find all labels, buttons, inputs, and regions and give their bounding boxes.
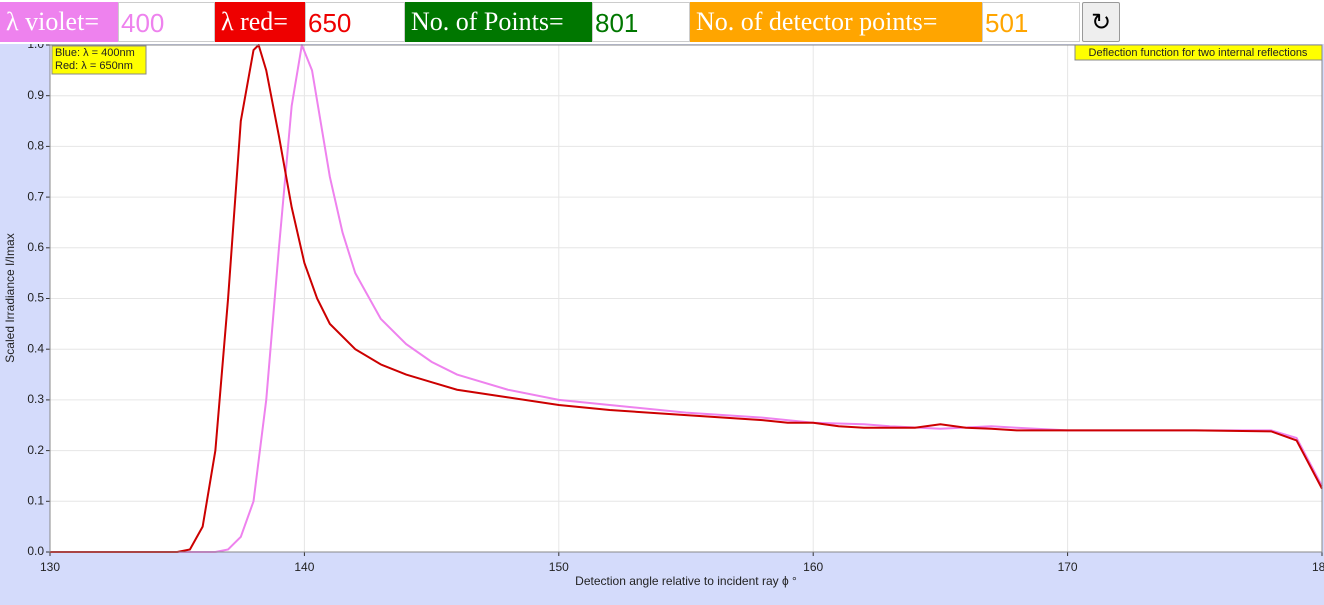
y-tick-label: 0.0 — [27, 544, 44, 558]
plot-border — [49, 44, 1323, 553]
red-label: λ red= — [215, 2, 305, 42]
points-label: No. of Points= — [405, 2, 592, 42]
y-tick-label: 1.0 — [27, 44, 44, 51]
y-axis-label: Scaled Irradiance I/Imax — [3, 233, 17, 362]
y-tick-label: 0.8 — [27, 139, 44, 153]
annotation: Deflection function for two internal ref… — [1074, 44, 1323, 61]
x-axis-label: Detection angle relative to incident ray… — [575, 574, 797, 588]
x-tick-label: 150 — [549, 560, 569, 574]
series-line — [50, 44, 1323, 553]
y-tick-label: 0.2 — [27, 443, 44, 457]
y-tick-label: 0.7 — [27, 189, 44, 203]
red-input[interactable]: 650 — [305, 2, 405, 42]
annotation-text: Deflection function for two internal ref… — [1089, 47, 1308, 59]
reset-button[interactable]: ↻ — [1082, 2, 1120, 42]
x-tick-label: 170 — [1058, 560, 1078, 574]
legend-entry: Red: λ = 650nm — [55, 60, 133, 72]
x-tick-label: 180 — [1312, 560, 1324, 574]
y-tick-label: 0.6 — [27, 240, 44, 254]
x-tick-label: 160 — [803, 560, 823, 574]
points-input[interactable]: 801 — [592, 2, 690, 42]
detector-label: No. of detector points= — [690, 2, 982, 42]
control-bar: λ violet= 400 λ red= 650 No. of Points= … — [0, 0, 1324, 44]
y-tick-label: 0.9 — [27, 88, 44, 102]
x-tick-label: 130 — [40, 560, 60, 574]
annotation-box — [1074, 44, 1323, 61]
detector-input[interactable]: 501 — [982, 2, 1080, 42]
y-tick-label: 0.5 — [27, 291, 44, 305]
legend-entry: Blue: λ = 400nm — [55, 47, 135, 59]
x-tick-label: 140 — [294, 560, 314, 574]
chart: Detection angle relative to incident ray… — [0, 44, 1324, 605]
legend-box — [51, 45, 147, 75]
violet-input[interactable]: 400 — [118, 2, 215, 42]
y-tick-label: 0.3 — [27, 392, 44, 406]
y-tick-label: 0.1 — [27, 493, 44, 507]
violet-label: λ violet= — [0, 2, 118, 42]
series-line — [50, 44, 1323, 553]
y-tick-label: 0.4 — [27, 341, 44, 355]
